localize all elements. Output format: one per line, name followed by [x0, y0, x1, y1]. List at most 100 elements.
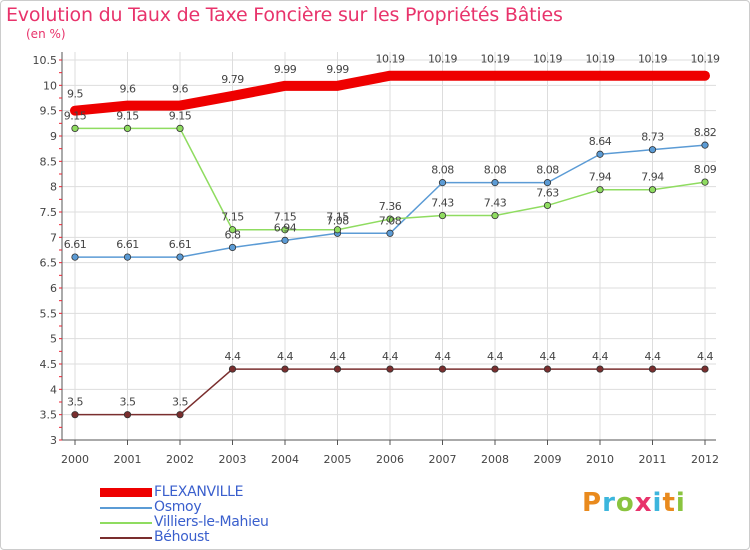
proxiti-logo: Proxiti [582, 488, 686, 518]
data-label: 3.5 [172, 396, 188, 409]
data-point [176, 124, 184, 132]
data-label: 8.08 [536, 164, 559, 177]
y-tick-label: 5.5 [40, 307, 58, 320]
y-tick-label: 8 [50, 181, 57, 194]
data-label: 7.94 [589, 171, 612, 184]
data-label: 10.19 [533, 53, 562, 66]
x-tick-label: 2008 [481, 453, 509, 466]
plot-area [62, 52, 716, 440]
data-label: 6.61 [64, 238, 87, 251]
legend-item: Villiers-le-Mahieu [100, 515, 269, 530]
data-label: 4.4 [592, 350, 608, 363]
data-point [176, 253, 184, 261]
logo-letter: i [675, 488, 686, 518]
data-label: 3.5 [120, 396, 136, 409]
data-label: 10.19 [586, 53, 615, 66]
logo-letter: t [662, 488, 676, 518]
logo-letter: o [615, 488, 635, 518]
data-point [438, 211, 447, 220]
y-tick-label: 10.5 [33, 54, 58, 67]
logo-letter: i [652, 488, 663, 518]
data-label: 9.6 [172, 83, 188, 96]
data-label: 9.6 [120, 83, 136, 96]
data-label: 9.15 [64, 109, 87, 122]
y-tick-label: 7 [50, 231, 57, 244]
y-tick-label: 7.5 [40, 206, 58, 219]
data-label: 7.63 [536, 186, 559, 199]
data-label: 8.64 [589, 135, 612, 148]
data-label: 9.99 [274, 63, 297, 76]
data-label: 8.08 [431, 164, 454, 177]
data-point [228, 226, 237, 234]
data-point [123, 124, 132, 132]
series-line-flexanville [70, 70, 710, 116]
data-point [281, 365, 289, 373]
data-point [123, 253, 132, 261]
data-label: 7.43 [484, 197, 507, 210]
y-tick-label: 8.5 [40, 155, 58, 168]
data-point [491, 365, 499, 373]
legend-swatch [100, 506, 152, 509]
x-tick-label: 2004 [271, 453, 299, 466]
legend-label: Béhoust [154, 529, 210, 545]
legend-swatch [100, 536, 152, 539]
data-label: 6.8 [225, 228, 241, 241]
data-point [543, 179, 552, 187]
data-point [386, 215, 394, 223]
data-point [596, 365, 604, 373]
data-label: 4.4 [487, 350, 503, 363]
x-tick-label: 2000 [61, 453, 89, 466]
data-point [71, 124, 79, 132]
data-label: 9.79 [221, 73, 244, 86]
x-tick-label: 2003 [219, 453, 247, 466]
data-label: 7.43 [431, 197, 454, 210]
data-label: 4.4 [435, 350, 451, 363]
data-label: 4.4 [645, 350, 661, 363]
data-point [648, 186, 657, 194]
x-tick-label: 2011 [639, 453, 667, 466]
data-point [123, 411, 132, 419]
data-label: 9.15 [116, 109, 139, 122]
data-label: 7.94 [641, 171, 664, 184]
data-label: 4.4 [330, 350, 346, 363]
x-tick-label: 2010 [586, 453, 614, 466]
data-label: 10.19 [428, 53, 457, 66]
data-point [281, 236, 289, 244]
data-label: 6.94 [274, 221, 297, 234]
data-point [438, 365, 447, 373]
data-point [71, 253, 79, 261]
data-label: 4.4 [382, 350, 398, 363]
data-label: 10.19 [638, 53, 667, 66]
y-tick-label: 9.5 [40, 105, 58, 118]
data-point [701, 178, 709, 186]
data-point [543, 201, 552, 210]
x-tick-label: 2007 [429, 453, 457, 466]
legend-swatch [100, 521, 152, 524]
logo-letter: P [582, 488, 603, 518]
y-tick-label: 3.5 [40, 409, 58, 422]
y-tick-label: 6.5 [40, 257, 58, 270]
data-point [228, 365, 237, 373]
data-label: 9.99 [326, 63, 349, 76]
data-label: 7.15 [326, 211, 349, 224]
legend-swatch [100, 488, 152, 497]
data-label: 6.61 [116, 238, 139, 251]
legend-item: Osmoy [100, 500, 269, 515]
x-tick-label: 2012 [691, 453, 719, 466]
data-point [333, 365, 342, 373]
x-tick-label: 2001 [114, 453, 142, 466]
data-label: 7.36 [379, 200, 402, 213]
data-point [648, 146, 657, 154]
data-point [543, 365, 552, 373]
data-point [701, 141, 709, 149]
data-point [596, 186, 604, 194]
y-tick-label: 4.5 [40, 358, 58, 371]
x-tick-label: 2009 [534, 453, 562, 466]
data-point [333, 226, 342, 234]
data-label: 8.08 [484, 164, 507, 177]
data-label: 8.09 [694, 163, 717, 176]
logo-letter: x [634, 488, 653, 518]
data-label: 6.61 [169, 238, 192, 251]
x-tick-label: 2002 [166, 453, 194, 466]
